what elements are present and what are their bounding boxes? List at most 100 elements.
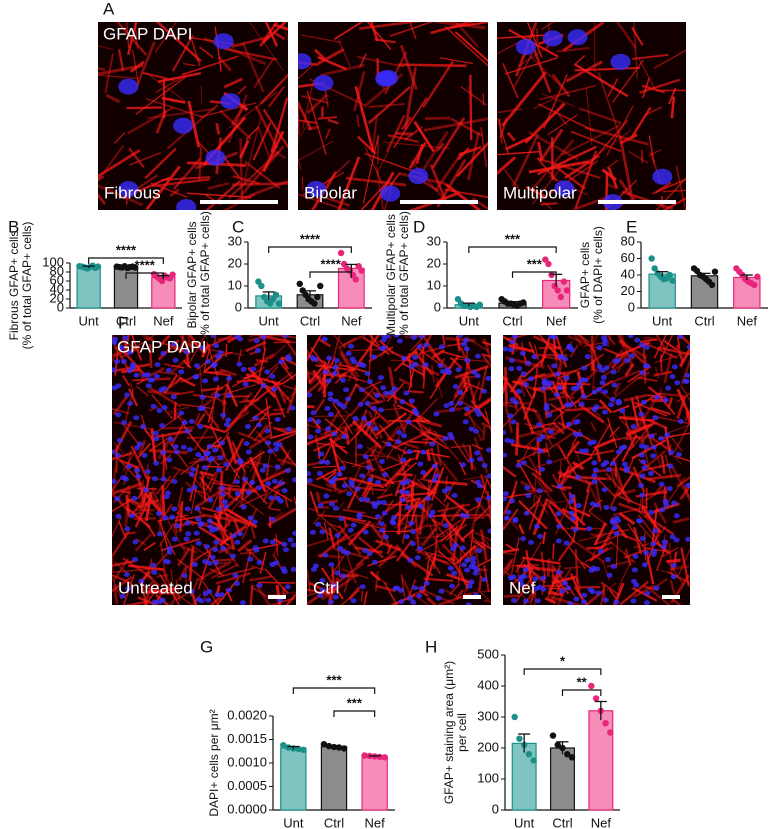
filament — [388, 367, 398, 405]
filament — [134, 499, 150, 528]
nucleus — [252, 545, 259, 551]
nucleus — [334, 570, 341, 576]
filament — [307, 405, 315, 409]
scale-bar — [200, 200, 278, 204]
filament — [126, 22, 138, 56]
filament — [98, 193, 106, 205]
bar — [361, 755, 388, 811]
filament — [120, 490, 132, 494]
filament — [502, 63, 519, 99]
nucleus — [515, 462, 522, 468]
nucleus — [370, 354, 377, 360]
nucleus — [188, 588, 195, 594]
y-axis-label: DAPI+ cells per μm² — [207, 709, 221, 816]
filament — [454, 22, 479, 48]
nucleus — [520, 460, 527, 466]
filament — [380, 335, 394, 359]
nucleus — [170, 394, 177, 400]
filament — [665, 559, 685, 586]
filament — [497, 108, 523, 114]
filament — [538, 335, 562, 363]
filament — [425, 558, 430, 582]
filament — [621, 434, 638, 463]
nucleus — [652, 415, 659, 421]
nucleus — [220, 93, 241, 110]
filament — [98, 184, 144, 207]
nucleus — [463, 337, 470, 343]
nucleus — [405, 504, 412, 510]
nucleus — [142, 487, 149, 493]
filament — [482, 338, 491, 364]
filament — [264, 365, 279, 382]
y-tick-label: 0.0015 — [227, 731, 267, 746]
nucleus — [596, 364, 603, 370]
filament — [588, 119, 629, 165]
nucleus — [213, 343, 220, 349]
filament — [163, 469, 180, 492]
filament — [144, 475, 173, 482]
filament — [394, 521, 405, 529]
filament — [607, 167, 618, 189]
filament — [161, 582, 193, 605]
nucleus — [520, 371, 527, 377]
filament — [638, 497, 642, 512]
nucleus — [273, 446, 280, 452]
nucleus — [233, 479, 240, 485]
nucleus — [274, 416, 281, 422]
nucleus — [364, 371, 371, 377]
nucleus — [183, 349, 190, 355]
filament — [541, 22, 555, 30]
scale-bar — [400, 200, 478, 204]
filament — [307, 588, 330, 596]
nucleus — [417, 546, 424, 552]
nucleus — [324, 406, 331, 412]
filament — [531, 157, 570, 205]
nucleus — [614, 357, 621, 363]
filament — [198, 525, 230, 547]
filament — [161, 96, 186, 104]
nucleus — [156, 511, 163, 517]
filament — [366, 22, 392, 50]
filament — [622, 411, 635, 448]
y-axis-label: Fibrous GFAP+ cells — [7, 231, 21, 341]
filament — [638, 58, 656, 90]
nucleus — [610, 460, 617, 466]
nucleus — [643, 550, 650, 556]
nucleus — [283, 547, 290, 553]
filament — [474, 546, 482, 578]
filament — [98, 175, 105, 181]
nucleus — [262, 463, 269, 469]
nucleus — [516, 365, 523, 371]
y-tick-label: 500 — [477, 646, 499, 661]
filament — [643, 336, 657, 341]
nucleus — [668, 449, 675, 455]
filament — [483, 599, 491, 604]
filament — [641, 504, 657, 527]
error-bar — [120, 265, 132, 268]
nucleus — [132, 556, 139, 562]
y-axis-label: GFAP+ cells — [578, 242, 592, 308]
filament — [136, 385, 149, 397]
filament — [333, 450, 347, 468]
filament — [481, 353, 491, 358]
nucleus — [156, 408, 163, 414]
filament — [504, 57, 558, 75]
nucleus — [628, 353, 635, 359]
filament — [650, 406, 671, 416]
filament — [481, 495, 491, 503]
nucleus — [408, 364, 415, 370]
nucleus — [131, 495, 138, 501]
filament — [627, 365, 652, 383]
nucleus — [214, 354, 221, 360]
filament — [413, 418, 444, 443]
filament — [510, 537, 520, 576]
nucleus — [384, 335, 391, 339]
filament — [528, 160, 590, 174]
nucleus — [351, 359, 358, 365]
filament — [359, 22, 422, 30]
x-tick-label: Ctrl — [694, 313, 714, 328]
nucleus — [204, 359, 211, 365]
nucleus — [171, 506, 178, 512]
filament — [506, 131, 516, 142]
nucleus — [670, 574, 677, 580]
